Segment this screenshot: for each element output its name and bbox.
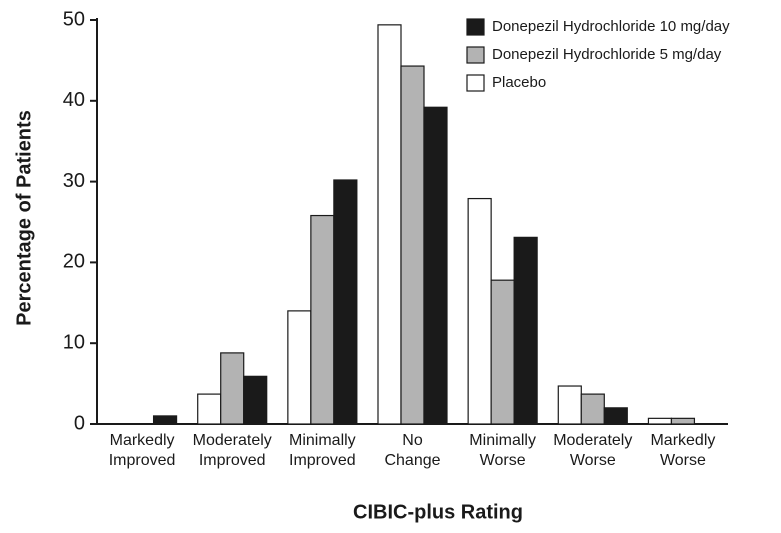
y-tick-label: 40	[63, 89, 85, 111]
bar	[580, 393, 605, 425]
x-tick-label: No Change	[384, 432, 441, 469]
x-tick-label: Markedly Improved	[108, 432, 176, 469]
bar	[197, 393, 222, 425]
legend-label: Placebo	[492, 74, 546, 91]
bar	[152, 415, 178, 425]
y-tick-label: 0	[74, 412, 85, 434]
x-tick-label: Moderately Improved	[192, 432, 272, 469]
y-tick-label: 30	[63, 170, 85, 192]
bar	[377, 24, 402, 425]
bar	[603, 407, 628, 425]
bar	[310, 214, 335, 425]
y-tick-label: 50	[63, 8, 85, 30]
bar	[557, 385, 582, 425]
bar	[220, 352, 245, 425]
legend-swatch	[466, 46, 485, 64]
x-tick-label: Minimally Improved	[289, 432, 356, 469]
x-tick-label: Minimally Worse	[469, 432, 536, 469]
bar	[423, 106, 448, 425]
y-tick-label: 10	[63, 331, 85, 353]
y-axis-label: Percentage of Patients	[13, 110, 35, 326]
x-tick-label: Markedly Worse	[650, 432, 716, 469]
bar	[467, 197, 492, 425]
bar	[490, 279, 515, 425]
y-tick-label: 20	[63, 251, 85, 273]
bar	[243, 375, 268, 425]
x-axis-label: CIBIC-plus Rating	[353, 501, 523, 523]
x-tick-label: Moderately Worse	[553, 432, 633, 469]
bar	[647, 417, 673, 425]
bar	[400, 65, 425, 425]
legend-swatch	[466, 74, 485, 92]
bar	[670, 417, 696, 425]
legend-swatch	[466, 18, 485, 36]
bar	[513, 236, 538, 425]
bar	[287, 310, 312, 425]
legend-label: Donepezil Hydrochloride 10 mg/day	[492, 18, 730, 35]
legend-label: Donepezil Hydrochloride 5 mg/day	[492, 46, 722, 63]
bar	[333, 179, 358, 425]
